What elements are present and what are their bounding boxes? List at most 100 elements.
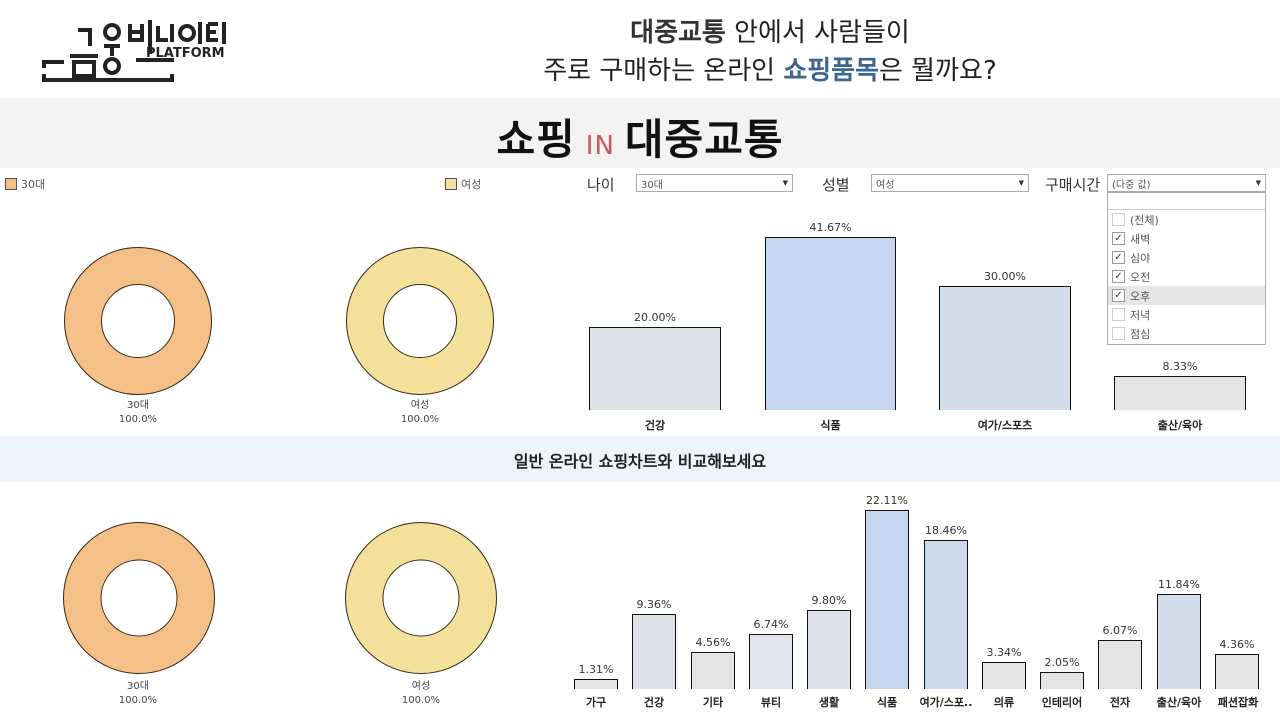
- legend-label-gender: 여성: [461, 178, 482, 191]
- chevron-down-icon: ▼: [1255, 179, 1261, 187]
- donut-gender-bottom[interactable]: [344, 521, 498, 675]
- bar-value: 9.36%: [636, 598, 672, 611]
- bar-childcare[interactable]: [1157, 594, 1201, 689]
- checkbox-checked-icon[interactable]: ✓: [1112, 270, 1125, 283]
- time-option-afternoon[interactable]: ✓ 오후: [1108, 286, 1265, 305]
- bar-furniture[interactable]: [574, 679, 618, 689]
- donut-label-value: 100.0%: [401, 695, 441, 706]
- bar-living[interactable]: [807, 610, 851, 689]
- legend-gender[interactable]: 여성: [445, 176, 481, 192]
- bar-health[interactable]: [632, 614, 676, 689]
- donut-gender-top-label: 여성 100.0%: [360, 399, 480, 427]
- bar-value: 4.56%: [695, 636, 731, 649]
- bar-food[interactable]: [765, 237, 896, 410]
- bar-value: 3.34%: [986, 646, 1022, 659]
- headline-line2-post: 은 뭘까요?: [879, 56, 997, 86]
- age-select-value: 30대: [641, 179, 663, 191]
- legend-swatch-age: [5, 178, 17, 190]
- chevron-down-icon: ▼: [1018, 179, 1024, 187]
- title-left: 쇼핑: [496, 115, 576, 164]
- bar-category: 건강: [644, 419, 666, 432]
- bar-category: 기타: [702, 696, 724, 709]
- legend-label-age: 30대: [21, 178, 46, 191]
- bar-value: 22.11%: [866, 494, 908, 507]
- time-option-all[interactable]: (전체): [1108, 210, 1265, 229]
- bar-category: 패션잡화: [1217, 696, 1259, 709]
- time-option-dawn[interactable]: ✓ 새벽: [1108, 229, 1265, 248]
- donut-age-top-label: 30대 100.0%: [78, 399, 198, 427]
- headline: 대중교통 안에서 사람들이 주로 구매하는 온라인 쇼핑품목은 뭘까요?: [470, 14, 1070, 90]
- checkbox-icon[interactable]: [1112, 213, 1125, 226]
- bar-childcare[interactable]: [1114, 376, 1246, 410]
- bar-category: 출산/육아: [1156, 696, 1202, 709]
- donut-gender-top[interactable]: [345, 246, 495, 396]
- bar-interior[interactable]: [1040, 672, 1084, 689]
- option-label: 점심: [1130, 327, 1151, 341]
- title-in: IN: [585, 131, 615, 161]
- headline-line2-pre: 주로 구매하는 온라인: [543, 56, 784, 86]
- bar-category: 여가/스포..: [919, 696, 973, 709]
- bar-category: 출산/육아: [1157, 419, 1203, 432]
- headline-highlight: 쇼핑품목: [783, 56, 879, 86]
- bar-category: 가구: [585, 696, 607, 709]
- time-option-evening[interactable]: 저녁: [1108, 305, 1265, 324]
- bar-value: 11.84%: [1158, 578, 1200, 591]
- bar-value: 20.00%: [634, 311, 676, 324]
- bar-category: 의류: [993, 696, 1015, 709]
- option-label: (전체): [1130, 213, 1159, 227]
- bar-leisure[interactable]: [924, 540, 968, 689]
- time-select[interactable]: (다중 값) ▼: [1107, 174, 1266, 192]
- donut-label-text: 30대: [127, 400, 149, 411]
- checkbox-icon[interactable]: [1112, 308, 1125, 321]
- bar-health[interactable]: [589, 327, 721, 410]
- donut-age-top[interactable]: [63, 246, 213, 396]
- bar-value: 6.07%: [1102, 624, 1138, 637]
- bar-electronics[interactable]: [1098, 640, 1142, 689]
- option-label: 오후: [1130, 289, 1151, 303]
- checkbox-checked-icon[interactable]: ✓: [1112, 232, 1125, 245]
- filter-label-gender: 성별: [822, 176, 850, 194]
- bar-value: 6.74%: [753, 618, 789, 631]
- donut-label-text: 여성: [410, 400, 430, 411]
- gender-select[interactable]: 여성 ▼: [871, 174, 1029, 192]
- bar-value: 9.80%: [811, 594, 847, 607]
- bar-category: 뷰티: [760, 696, 782, 709]
- legend-age[interactable]: 30대: [5, 176, 45, 192]
- donut-label-value: 100.0%: [118, 414, 158, 425]
- bar-other[interactable]: [691, 652, 735, 689]
- checkbox-checked-icon[interactable]: ✓: [1112, 289, 1125, 302]
- time-option-latenight[interactable]: ✓ 심야: [1108, 248, 1265, 267]
- headline-strong: 대중교통: [630, 18, 726, 48]
- filter-label-time: 구매시간: [1045, 176, 1101, 194]
- bar-beauty[interactable]: [749, 634, 793, 689]
- bar-fashion[interactable]: [1215, 654, 1259, 689]
- headline-line1: 안에서 사람들이: [725, 18, 910, 48]
- option-label: 저녁: [1130, 308, 1151, 322]
- chevron-down-icon: ▼: [782, 179, 788, 187]
- time-dropdown: (전체) ✓ 새벽 ✓ 심야 ✓ 오전 ✓ 오후 저녁 점심: [1107, 192, 1266, 345]
- checkbox-icon[interactable]: [1112, 327, 1125, 340]
- bar-food[interactable]: [865, 510, 909, 689]
- logo-icon: PLATFORM: [42, 20, 226, 82]
- donut-label-text: 여성: [411, 681, 431, 692]
- bar-leisure[interactable]: [939, 286, 1071, 410]
- option-label: 오전: [1130, 270, 1151, 284]
- bar-value: 30.00%: [984, 270, 1026, 283]
- age-select[interactable]: 30대 ▼: [636, 174, 793, 192]
- gender-select-value: 여성: [876, 179, 895, 191]
- bar-value: 18.46%: [925, 524, 967, 537]
- bar-category: 전자: [1109, 696, 1131, 709]
- option-label: 새벽: [1130, 232, 1151, 246]
- checkbox-checked-icon[interactable]: ✓: [1112, 251, 1125, 264]
- title-band: 쇼핑 IN 대중교통: [0, 98, 1280, 168]
- time-option-morning[interactable]: ✓ 오전: [1108, 267, 1265, 286]
- donut-label-value: 100.0%: [118, 695, 158, 706]
- bar-clothing[interactable]: [982, 662, 1026, 689]
- dropdown-search-input[interactable]: [1108, 193, 1265, 210]
- bar-value: 1.31%: [578, 663, 614, 676]
- donut-age-bottom[interactable]: [62, 521, 216, 675]
- time-option-lunch[interactable]: 점심: [1108, 324, 1265, 343]
- donut-label-value: 100.0%: [400, 414, 440, 425]
- bar-category: 인테리어: [1041, 696, 1083, 709]
